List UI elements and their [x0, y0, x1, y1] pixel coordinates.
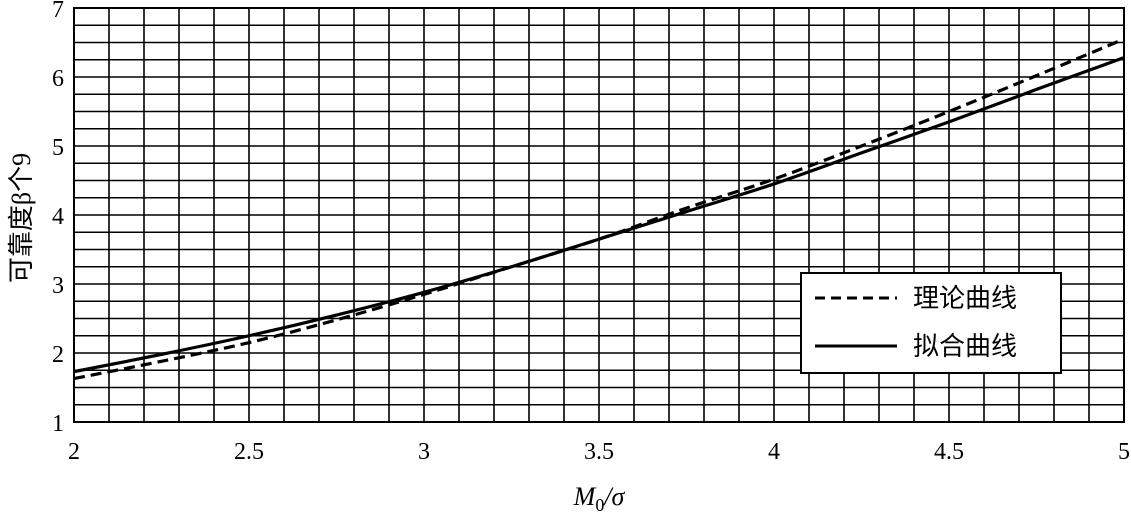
x-tick-label: 2.5: [234, 439, 264, 465]
x-tick-label: 4.5: [934, 439, 964, 465]
x-tick-label: 5: [1118, 439, 1130, 465]
legend-label-theoretical: 理论曲线: [913, 284, 1017, 313]
y-tick-label: 4: [52, 204, 64, 230]
x-axis-title-rest: /σ: [602, 482, 625, 511]
y-tick-label: 2: [52, 342, 64, 368]
y-tick-labels: 1 2 3 4 5 6 7: [52, 0, 64, 437]
y-axis-title: 可靠度β个9: [7, 153, 36, 283]
y-tick-label: 7: [52, 0, 64, 23]
y-tick-label: 1: [52, 411, 64, 437]
y-tick-label: 5: [52, 135, 64, 161]
series-line-theoretical: [73, 37, 1125, 381]
x-tick-label: 3.5: [584, 439, 614, 465]
x-axis-title: M0/σ: [573, 482, 626, 515]
y-tick-label: 6: [52, 66, 64, 92]
x-tick-label: 3: [418, 439, 430, 465]
x-tick-label: 2: [68, 439, 80, 465]
y-tick-label: 3: [52, 273, 64, 299]
series-line-fitted: [73, 56, 1125, 374]
x-axis-title-main: M: [573, 482, 597, 511]
x-tick-labels: 2 2.5 3 3.5 4 4.5 5: [68, 439, 1130, 465]
legend: 理论曲线 拟合曲线: [800, 272, 1062, 374]
legend-label-fitted: 拟合曲线: [913, 332, 1017, 361]
legend-box: [800, 272, 1062, 374]
x-axis-title-subscript: 0: [595, 495, 604, 515]
plot-frame: [73, 7, 1125, 423]
series-layer: [73, 37, 1125, 381]
x-tick-label: 4: [768, 439, 780, 465]
